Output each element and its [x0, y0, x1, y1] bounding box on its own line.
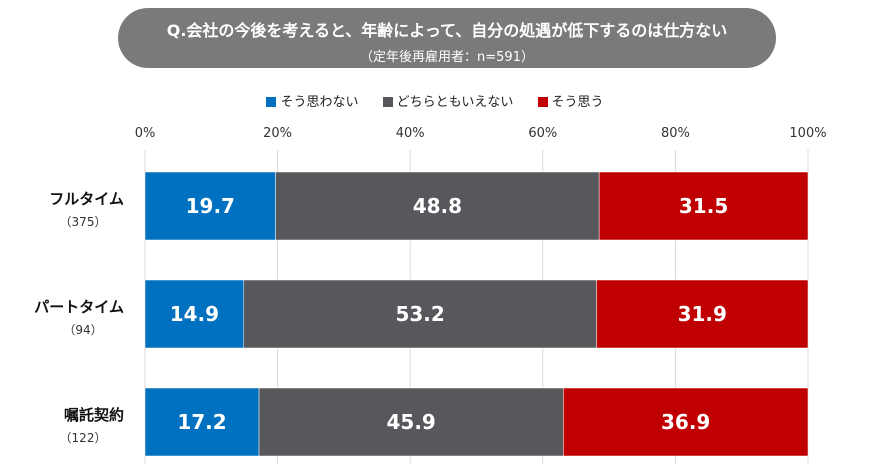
- data-label: 17.2: [177, 410, 226, 434]
- bar-segment: [275, 171, 600, 241]
- legend-swatch: [382, 97, 393, 107]
- category-count: （375）: [60, 215, 107, 229]
- x-tick-label: 60%: [528, 126, 557, 141]
- bar-segment: [258, 387, 564, 457]
- chart-title: Q.会社の今後を考えると、年齢によって、自分の処遇が低下するのは仕方ない: [166, 21, 728, 40]
- legend-swatch: [537, 97, 548, 107]
- x-tick-label: 0%: [135, 126, 156, 141]
- legend-label: そう思う: [551, 95, 604, 110]
- chart-subtitle: （定年後再雇用者：n=591）: [360, 50, 534, 65]
- data-label: 14.9: [170, 302, 219, 326]
- data-label: 36.9: [661, 410, 710, 434]
- category-count: （94）: [63, 323, 102, 337]
- x-tick-label: 80%: [661, 126, 690, 141]
- bar-segment: [598, 171, 809, 241]
- data-label: 31.9: [678, 302, 727, 326]
- legend-swatch: [266, 97, 277, 107]
- category-label: フルタイム: [49, 190, 124, 208]
- bar-segment: [563, 387, 809, 457]
- legend-item: そう思う: [537, 91, 604, 110]
- legend-item: そう思わない: [266, 91, 358, 110]
- category-count: （122）: [60, 431, 107, 445]
- bar-segment: [144, 279, 245, 349]
- category-label: 嘱託契約: [64, 406, 124, 424]
- legend-label: そう思わない: [280, 95, 359, 110]
- bar-segment: [144, 387, 260, 457]
- bar-segment: [596, 279, 809, 349]
- data-label: 19.7: [186, 194, 235, 218]
- legend-item: どちらともいえない: [382, 91, 514, 110]
- legend-label: どちらともいえない: [396, 95, 514, 110]
- x-tick-label: 100%: [789, 126, 826, 141]
- category-label: パートタイム: [34, 298, 124, 316]
- x-tick-label: 40%: [396, 126, 425, 141]
- data-label: 48.8: [413, 194, 462, 218]
- data-label: 45.9: [387, 410, 436, 434]
- chart-title-banner: Q.会社の今後を考えると、年齢によって、自分の処遇が低下するのは仕方ない （定年…: [118, 8, 776, 68]
- legend: そう思わない どちらともいえない そう思う: [0, 91, 870, 110]
- bar-segment: [243, 279, 597, 349]
- x-tick-label: 20%: [263, 126, 292, 141]
- data-label: 31.5: [679, 194, 728, 218]
- data-label: 53.2: [395, 302, 444, 326]
